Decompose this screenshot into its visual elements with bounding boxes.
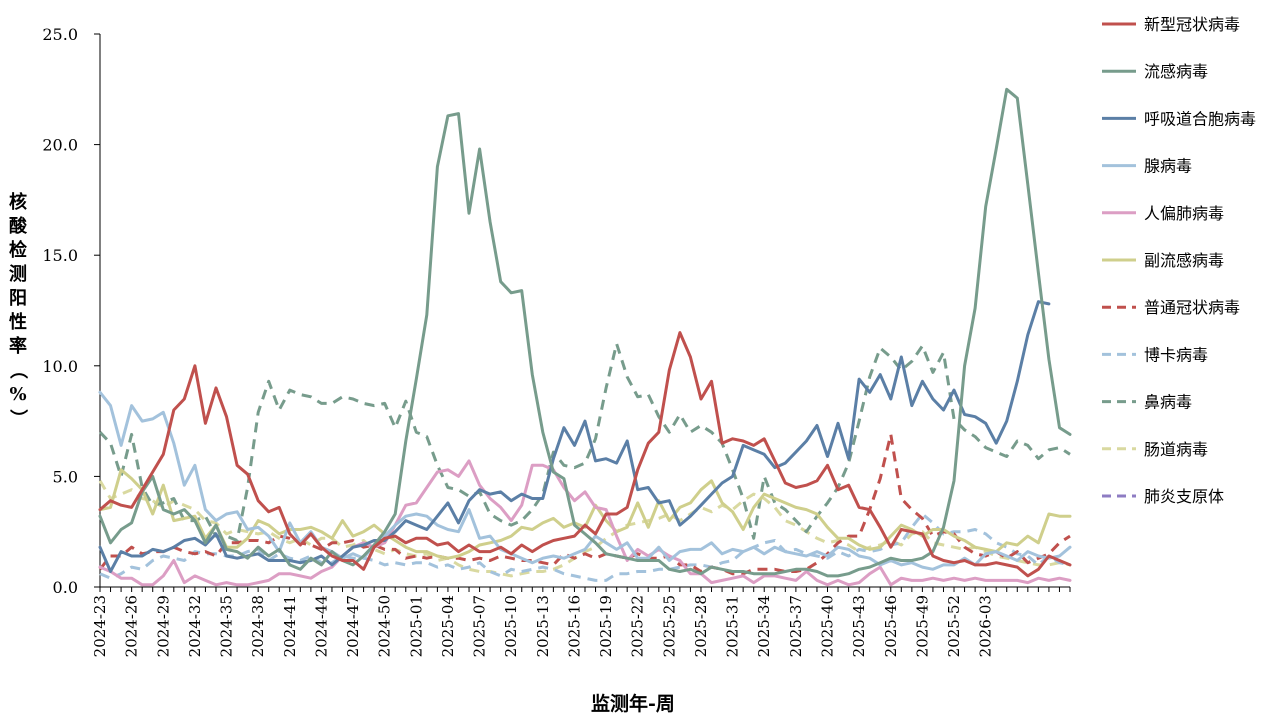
y-label-char: 测 xyxy=(9,263,27,285)
x-tick-label: 2025-43 xyxy=(850,595,868,657)
y-tick-label: 10.0 xyxy=(42,357,78,376)
x-tick-label: 2024-38 xyxy=(249,595,267,657)
x-tick-label: 2025-46 xyxy=(882,595,900,657)
x-tick-label: 2025-25 xyxy=(660,595,678,657)
legend-label-5: 人偏肺病毒 xyxy=(1144,204,1224,223)
x-tick-label: 2024-47 xyxy=(344,595,362,657)
series-line-1 xyxy=(98,331,1072,578)
series-line-5 xyxy=(98,459,1072,587)
legend-label-4: 腺病毒 xyxy=(1144,157,1192,176)
x-tick-label: 2025-49 xyxy=(913,595,931,657)
x-tick-label: 2025-01 xyxy=(407,595,425,657)
legend-label-11: 肺炎支原体 xyxy=(1144,487,1224,506)
series-line-6 xyxy=(98,468,1072,560)
x-tick-label: 2025-31 xyxy=(724,595,742,657)
y-tick-label: 5.0 xyxy=(53,467,78,486)
y-label-char: % xyxy=(9,384,26,405)
series-line-9 xyxy=(98,342,1071,542)
legend-label-2: 流感病毒 xyxy=(1144,62,1208,81)
x-tick-label: 2024-26 xyxy=(123,595,141,657)
x-tick-label: 2026-03 xyxy=(977,595,995,657)
x-tick-label: 2025-16 xyxy=(565,595,583,657)
x-axis: 2024-23 2024-26 2024-29 2024-32 2024-35 2024-… xyxy=(91,586,1071,657)
legend-label-7: 普通冠状病毒 xyxy=(1144,298,1240,317)
y-label-char: 性 xyxy=(9,311,27,333)
series-line-10 xyxy=(98,480,1071,578)
legend-label-3: 呼吸道合胞病毒 xyxy=(1144,109,1256,128)
legend-label-6: 副流感病毒 xyxy=(1144,251,1224,270)
legend: 新型冠状病毒流感病毒呼吸道合胞病毒腺病毒人偏肺病毒副流感病毒普通冠状病毒博卡病毒… xyxy=(1102,15,1256,506)
x-tick-label: 2025-22 xyxy=(629,595,647,657)
legend-label-9: 鼻病毒 xyxy=(1144,393,1192,412)
x-tick-label: 2025-19 xyxy=(597,595,615,657)
y-label-char: 阳 xyxy=(9,288,27,309)
y-tick-label: 25.0 xyxy=(42,25,78,44)
x-tick-label: 2024-29 xyxy=(154,595,172,657)
x-tick-label: 2025-34 xyxy=(755,595,773,657)
y-tick-label: 20.0 xyxy=(42,136,78,155)
x-tick-label: 2024-44 xyxy=(312,595,330,657)
legend-label-1: 新型冠状病毒 xyxy=(1144,15,1240,34)
x-tick-label: 2025-37 xyxy=(787,595,805,657)
x-tick-label: 2025-13 xyxy=(534,595,552,657)
legend-label-8: 博卡病毒 xyxy=(1144,345,1208,364)
y-tick-label: 0.0 xyxy=(53,578,78,597)
y-label-char: ） xyxy=(7,409,28,427)
legend-label-10: 肠道病毒 xyxy=(1144,440,1208,459)
x-axis-label: 监测年-周 xyxy=(591,692,675,715)
x-tick-label: 2025-10 xyxy=(502,595,520,657)
y-label-char: 检 xyxy=(9,239,27,261)
y-label-char: 核 xyxy=(9,191,27,213)
series-line-3 xyxy=(98,300,1051,573)
x-tick-label: 2024-23 xyxy=(91,595,109,657)
series-line-4 xyxy=(98,390,1072,571)
x-tick-label: 2024-41 xyxy=(281,595,299,657)
y-label-char: 率 xyxy=(9,335,27,357)
series-line-2 xyxy=(98,87,1072,578)
x-tick-label: 2024-50 xyxy=(376,595,394,657)
y-label-char: 酸 xyxy=(9,215,28,237)
x-tick-label: 2024-35 xyxy=(218,595,236,657)
y-label-char: （ xyxy=(7,361,28,379)
y-axis: 0.0 5.0 10.0 15.0 20.0 25.0 xyxy=(42,25,101,597)
x-tick-label: 2025-52 xyxy=(945,595,963,657)
x-tick-label: 2024-32 xyxy=(186,595,204,657)
series-line-7 xyxy=(98,432,1071,576)
x-tick-label: 2025-04 xyxy=(439,595,457,657)
y-tick-label: 15.0 xyxy=(42,246,78,265)
series-lines xyxy=(98,87,1072,587)
x-tick-label: 2025-40 xyxy=(819,595,837,657)
x-tick-label: 2025-28 xyxy=(692,595,710,657)
x-tick-label: 2025-07 xyxy=(471,595,489,657)
